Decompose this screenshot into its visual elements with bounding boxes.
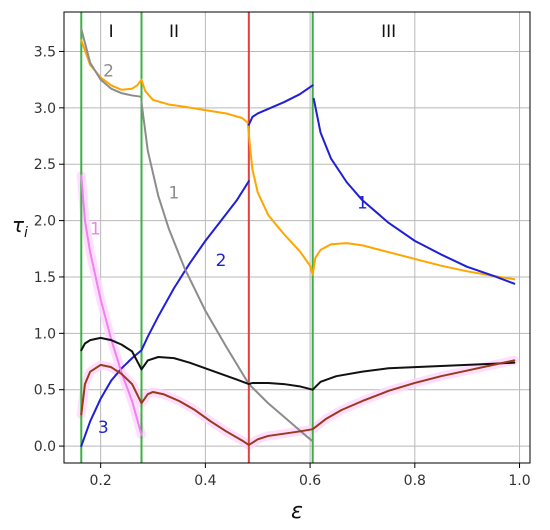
plot-frame [63,11,531,464]
y-tick-label: 2.0 [34,214,56,230]
region-boundaries [80,12,314,463]
axis-ticks: 0.2 0.4 0.6 0.8 1.0 0.0 0.5 1.0 1.5 2.0 2.5 3.0 3.5 [34,44,531,489]
curve-label: 1 [169,183,180,203]
y-tick-label: 0.5 [34,383,56,399]
x-tick-label: 1.0 [508,473,530,489]
y-tick-label: 2.5 [34,157,56,173]
y-tick-label: 3.5 [34,44,56,60]
curve-label: 2 [103,62,114,82]
series-line-black [80,336,516,391]
curve-label: 3 [98,418,109,438]
region-label: III [381,22,396,42]
series-line-orange [80,39,516,281]
series-line-blue [80,180,250,448]
y-axis-title-symbol: τ [12,213,25,237]
x-axis-title: ε [291,499,303,524]
series-line-gray [140,101,313,442]
y-tick-label: 3.0 [34,101,56,117]
series-line-brown [80,359,516,446]
y-tick-label: 0.0 [34,439,56,455]
y-tick-label: 1.0 [34,326,56,342]
x-tick-label: 0.2 [90,473,112,489]
series-layer [80,27,516,448]
curve-label: 1 [357,194,368,214]
curve-label: 1 [90,219,101,239]
series-line-blue [312,97,516,285]
series-line-gray [80,27,141,98]
x-tick-label: 0.4 [194,473,216,489]
x-tick-label: 0.8 [404,473,426,489]
curve-label: 2 [216,251,227,271]
region-label: I [109,22,114,42]
y-tick-label: 1.5 [34,270,56,286]
series-line-violet [80,174,143,436]
y-axis-title: τi [12,213,28,241]
series-line-blue [247,84,314,126]
x-tick-label: 0.6 [299,473,321,489]
y-axis-title-subscript: i [24,225,28,241]
region-label: II [169,22,179,42]
